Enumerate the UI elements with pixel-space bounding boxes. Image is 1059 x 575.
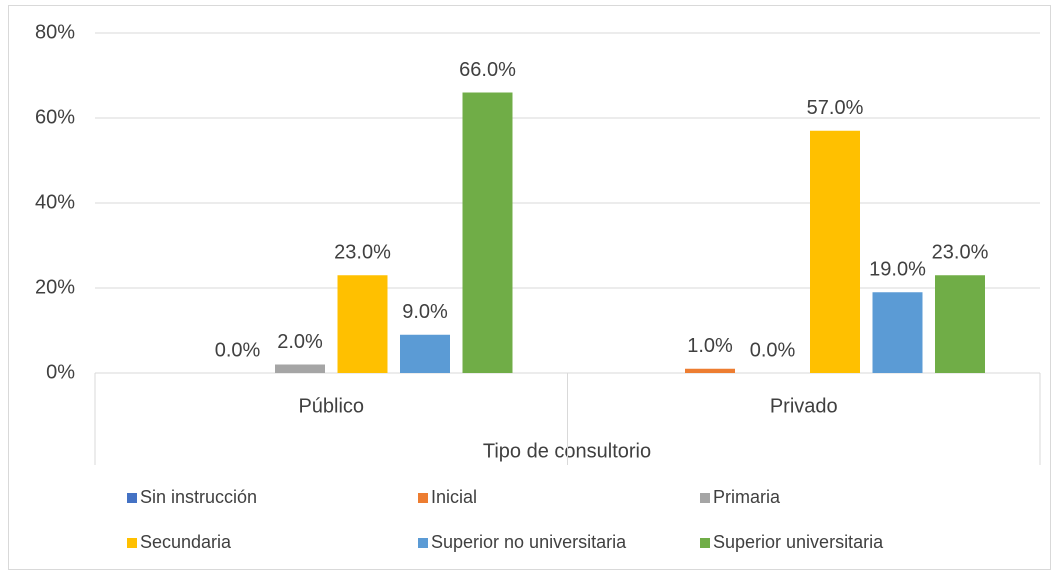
bar bbox=[810, 130, 860, 373]
legend-swatch bbox=[700, 493, 710, 503]
y-tick-label: 80% bbox=[35, 21, 75, 43]
data-label: 0.0% bbox=[750, 339, 796, 361]
y-tick-label: 60% bbox=[35, 106, 75, 128]
legend-swatch bbox=[127, 493, 137, 503]
legend-label: Inicial bbox=[431, 487, 477, 507]
bar bbox=[275, 364, 325, 373]
x-tick-label: Privado bbox=[770, 395, 838, 417]
data-label: 23.0% bbox=[334, 242, 391, 264]
legend-swatch bbox=[127, 538, 137, 548]
data-label: 1.0% bbox=[687, 335, 733, 357]
bar bbox=[872, 292, 923, 373]
bar bbox=[400, 334, 450, 373]
legend-label: Sin instrucción bbox=[140, 487, 257, 507]
data-label: 9.0% bbox=[402, 301, 448, 323]
data-label: 66.0% bbox=[459, 59, 516, 81]
y-tick-label: 0% bbox=[46, 361, 75, 383]
data-label: 2.0% bbox=[277, 331, 323, 353]
legend-label: Superior universitaria bbox=[713, 532, 884, 552]
legend-swatch bbox=[700, 538, 710, 548]
data-label: 57.0% bbox=[807, 97, 864, 119]
data-label: 19.0% bbox=[869, 259, 926, 281]
bar bbox=[685, 368, 735, 373]
bar bbox=[337, 275, 388, 373]
legend-label: Secundaria bbox=[140, 532, 232, 552]
y-tick-label: 40% bbox=[35, 191, 75, 213]
legend-swatch bbox=[418, 493, 428, 503]
data-label: 0.0% bbox=[215, 339, 261, 361]
legend-swatch bbox=[418, 538, 428, 548]
y-tick-label: 20% bbox=[35, 276, 75, 298]
legend-label: Superior no universitaria bbox=[431, 532, 627, 552]
legend-label: Primaria bbox=[713, 487, 781, 507]
x-tick-label: Público bbox=[298, 395, 364, 417]
bar bbox=[935, 275, 985, 373]
data-label: 23.0% bbox=[932, 242, 989, 264]
bar bbox=[462, 92, 513, 373]
